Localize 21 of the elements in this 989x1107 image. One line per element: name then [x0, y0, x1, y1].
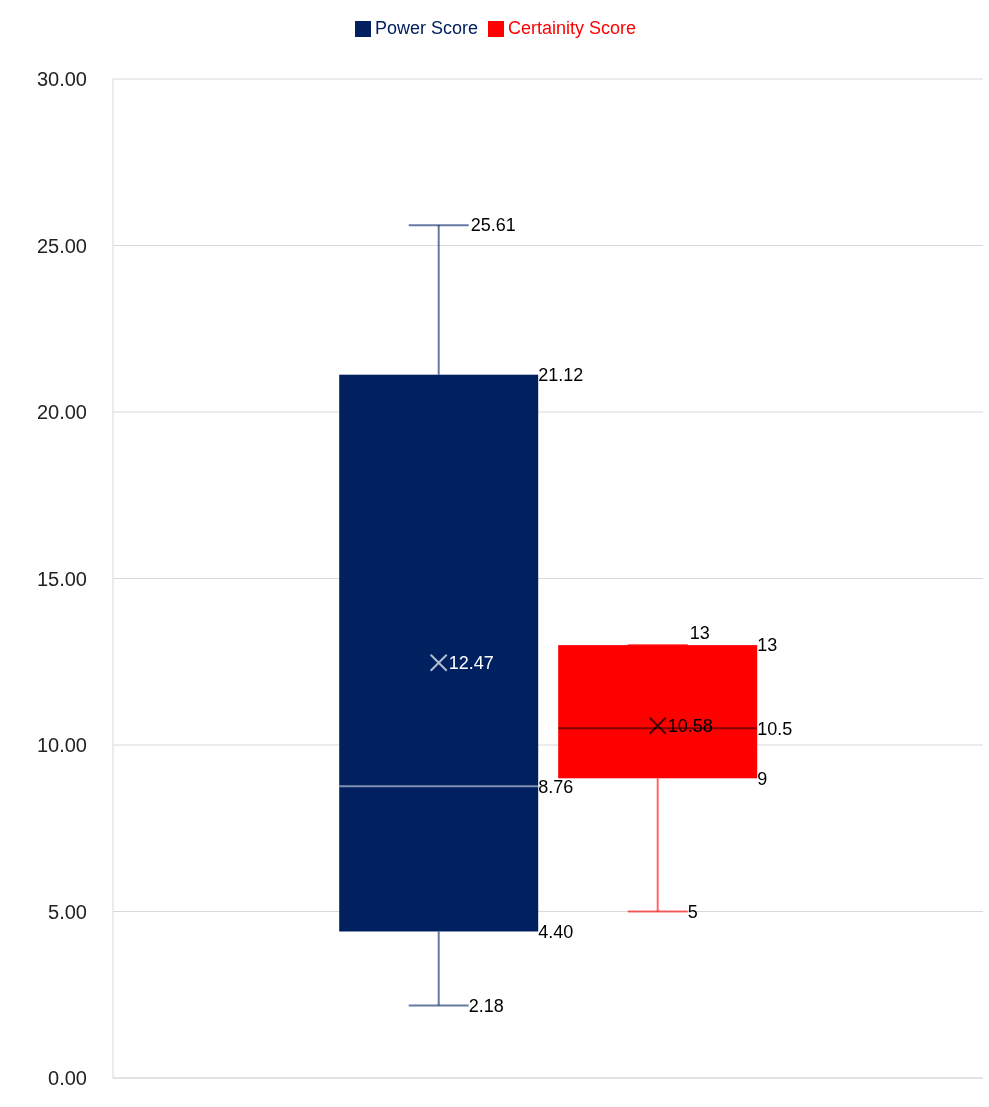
text: 4.40 [538, 921, 574, 942]
text: 2.18 [468, 995, 504, 1016]
text: 13 [757, 635, 778, 656]
text: 9 [757, 768, 768, 789]
y-tick-label: 25.00 [36, 234, 87, 257]
legend-label: Power Score [374, 18, 478, 38]
y-tick-label: 5.00 [48, 900, 87, 923]
y-tick-label: 20.00 [36, 401, 87, 424]
y-tick-label: 15.00 [36, 567, 87, 590]
text: 13 [689, 623, 710, 644]
text: 25.61 [470, 215, 516, 236]
legend-label: Certainity Score [507, 18, 637, 38]
y-tick-label: 0.00 [48, 1067, 87, 1090]
y-tick-label: 10.00 [36, 734, 87, 757]
text: 12.47 [448, 653, 494, 674]
text: 5 [687, 901, 698, 922]
text: 10.58 [667, 715, 713, 736]
text: 10.5 [757, 718, 793, 739]
text: 8.76 [538, 776, 574, 797]
y-tick-label: 30.00 [36, 68, 87, 91]
text: 21.12 [538, 365, 584, 385]
